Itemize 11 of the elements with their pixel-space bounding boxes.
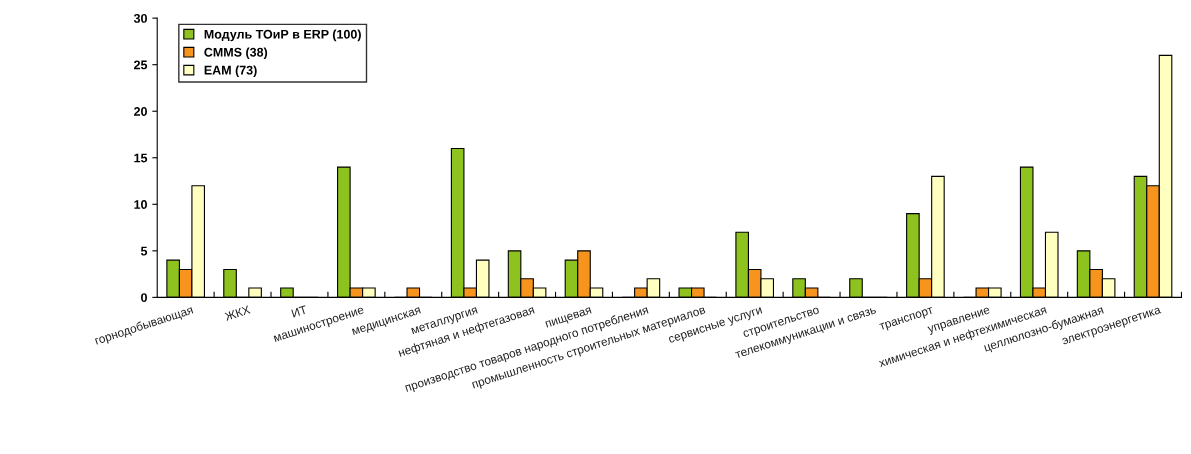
x-tick-label: ЖКХ [224, 305, 251, 321]
legend-label: EAM (73) [204, 65, 257, 78]
y-tick-label: 20 [134, 107, 147, 116]
y-tick-label: 30 [133, 13, 147, 23]
legend-label: CMMS (38) [204, 47, 268, 60]
y-tick-label: 15 [134, 153, 148, 163]
y-tick-label: 10 [134, 200, 147, 209]
y-tick-label: 0 [141, 293, 147, 303]
y-tick-label: 5 [140, 246, 148, 256]
y-tick-label: 25 [134, 60, 148, 70]
legend-label: Модуль ТОиР в ERP (100) [204, 29, 361, 42]
